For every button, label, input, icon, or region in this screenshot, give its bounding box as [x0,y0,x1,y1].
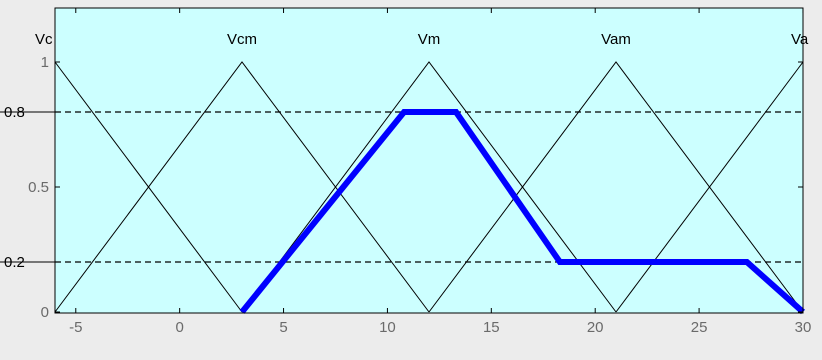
y-tick-label: 0.5 [28,179,49,196]
mf-line-va [615,61,804,313]
y-tick-label: 0 [41,304,49,321]
plot-frame [54,7,804,314]
ref-label-1: 0.2 [4,254,25,271]
x-tick-label: 20 [587,319,604,336]
x-tick-label: -5 [69,319,82,336]
output-curve [239,109,805,315]
x-tick-label: 0 [175,319,183,336]
x-tick-label: 5 [279,319,287,336]
mf-label-vm: Vm [418,31,441,48]
y-tick-label: 1 [41,54,49,71]
plot-area [55,8,803,313]
ref-label-0: 0.8 [4,104,25,121]
mf-label-vcm: Vcm [227,31,257,48]
mf-label-vam: Vam [601,31,631,48]
mf-line-vm [241,61,617,313]
mf-label-vc: Vc [35,31,53,48]
x-tick-label: 30 [795,319,812,336]
x-tick-label: 25 [691,319,708,336]
mf-line-vcm [54,61,430,313]
mf-line-vam [428,61,804,313]
x-tick-label: 10 [379,319,396,336]
mf-label-va: Va [791,31,809,48]
x-tick-label: 15 [483,319,500,336]
